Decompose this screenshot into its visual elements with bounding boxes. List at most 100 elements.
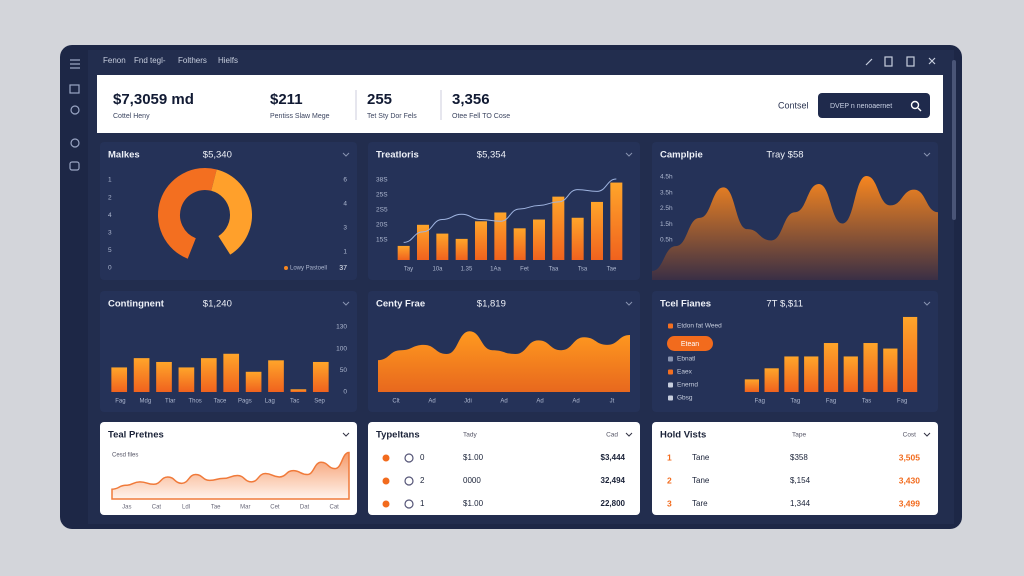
bar bbox=[417, 224, 429, 260]
y-tick-label: 130 bbox=[336, 324, 347, 331]
nav-icon[interactable] bbox=[69, 161, 80, 171]
kpi-value: 255 bbox=[367, 91, 392, 108]
cell: 3,505 bbox=[899, 452, 921, 462]
pen-icon[interactable] bbox=[865, 58, 873, 66]
rank: 3 bbox=[667, 498, 672, 508]
row-icon bbox=[404, 453, 414, 463]
x-tick-label: Ldl bbox=[182, 505, 190, 511]
row-dot bbox=[382, 454, 390, 462]
search-box[interactable] bbox=[818, 93, 930, 118]
y-tick-label: 1 bbox=[108, 177, 112, 184]
row-icon bbox=[404, 499, 414, 509]
x-tick-label: Taa bbox=[549, 267, 559, 273]
x-tick-label: Tac bbox=[290, 399, 299, 405]
column-header: Tape bbox=[792, 432, 806, 439]
x-tick-label: Pags bbox=[238, 399, 252, 405]
x-tick-label: Clt bbox=[392, 399, 400, 405]
y-tick-label: 5 bbox=[108, 247, 112, 254]
nav-item: Hielfs bbox=[218, 56, 238, 65]
y-tick-label: 4.5h bbox=[660, 174, 673, 181]
legend-value: 37 bbox=[339, 265, 347, 272]
legend-swatch bbox=[668, 356, 673, 362]
y-tick-label: 0.5h bbox=[660, 237, 673, 244]
nav-icon[interactable] bbox=[70, 105, 80, 115]
sidebar bbox=[69, 59, 80, 171]
card-title: Camplpie bbox=[660, 150, 703, 161]
subtitle: Cesd files bbox=[112, 453, 138, 459]
kpi-value: $7,3059 md bbox=[113, 91, 194, 108]
nav-item: Fnd tegl- bbox=[134, 56, 166, 65]
area bbox=[378, 331, 630, 392]
card-value: $1,819 bbox=[477, 299, 506, 310]
legend-label: Eaex bbox=[677, 369, 693, 376]
bar bbox=[200, 358, 217, 392]
cell: 1 bbox=[420, 499, 425, 508]
dropdown-icon[interactable] bbox=[342, 432, 350, 437]
x-tick-label: 10a bbox=[432, 267, 443, 273]
dropdown-icon[interactable] bbox=[625, 301, 633, 306]
y-tick-label: 6 bbox=[343, 177, 347, 184]
cell: 32,494 bbox=[601, 476, 626, 485]
kpi-label: Cottel Heny bbox=[113, 113, 150, 120]
dropdown-icon[interactable] bbox=[625, 432, 633, 437]
card-value: $1,240 bbox=[203, 299, 232, 310]
bar bbox=[863, 343, 878, 392]
dropdown-icon[interactable] bbox=[923, 432, 931, 437]
nav-icon[interactable] bbox=[69, 84, 80, 94]
y-tick-label: 1 bbox=[343, 249, 347, 256]
kpi-value: 3,356 bbox=[452, 91, 490, 108]
dropdown-icon[interactable] bbox=[923, 152, 931, 157]
column-header: Cost bbox=[903, 432, 917, 439]
legend-label: Gbsg bbox=[677, 395, 693, 402]
cell: $,154 bbox=[790, 476, 811, 485]
pill-button[interactable] bbox=[667, 336, 713, 351]
card-value: 7T $,$11 bbox=[766, 299, 803, 310]
close-icon[interactable] bbox=[928, 57, 936, 65]
card-value: Tray $58 bbox=[766, 150, 803, 161]
card-title: Hold Vists bbox=[660, 430, 706, 441]
dropdown-icon[interactable] bbox=[342, 301, 350, 306]
bar bbox=[290, 389, 307, 392]
doc-icon[interactable] bbox=[906, 56, 915, 67]
bar bbox=[610, 182, 623, 260]
nav-item: Fenon bbox=[103, 56, 126, 65]
x-tick-label: Cet bbox=[270, 505, 280, 511]
kpi-label: Pentiss Slaw Mege bbox=[270, 113, 330, 120]
bar bbox=[111, 367, 128, 392]
card-value: $5,340 bbox=[203, 150, 232, 161]
cell: 22,800 bbox=[601, 499, 626, 508]
cell: 2 bbox=[420, 476, 425, 485]
x-tick-label: Tace bbox=[214, 399, 227, 405]
header-link[interactable]: Contsel bbox=[778, 100, 809, 110]
x-tick-label: Fag bbox=[755, 399, 765, 405]
search-placeholder: DVEP n nenoaernet bbox=[830, 103, 892, 110]
cell: 3,430 bbox=[899, 475, 921, 485]
cell: Tane bbox=[692, 453, 710, 462]
y-tick-label: 0 bbox=[343, 389, 347, 396]
cell: Tane bbox=[692, 476, 710, 485]
y-tick-label: 4 bbox=[108, 212, 112, 219]
menu-icon[interactable] bbox=[70, 59, 80, 69]
x-tick-label: Cat bbox=[152, 505, 162, 511]
bar bbox=[397, 245, 410, 260]
legend-swatch bbox=[668, 395, 673, 401]
dropdown-icon[interactable] bbox=[342, 152, 350, 157]
x-tick-label: Ad bbox=[500, 399, 507, 405]
search-icon[interactable] bbox=[910, 100, 922, 112]
nav-icon[interactable] bbox=[70, 138, 80, 148]
nav-item: Folthers bbox=[178, 56, 207, 65]
trend-line bbox=[403, 178, 617, 243]
doc-icon[interactable] bbox=[884, 56, 893, 67]
dropdown-icon[interactable] bbox=[625, 152, 633, 157]
card bbox=[652, 422, 938, 515]
x-tick-label: Mar bbox=[240, 505, 250, 511]
dropdown-icon[interactable] bbox=[923, 301, 931, 306]
cell: 0000 bbox=[463, 476, 481, 485]
row-icon bbox=[404, 476, 414, 486]
x-tick-label: Fag bbox=[115, 399, 125, 405]
x-tick-label: Fag bbox=[826, 399, 836, 405]
header-panel bbox=[97, 75, 943, 133]
x-tick-label: Fag bbox=[897, 399, 907, 405]
x-tick-label: Tae bbox=[211, 505, 221, 511]
